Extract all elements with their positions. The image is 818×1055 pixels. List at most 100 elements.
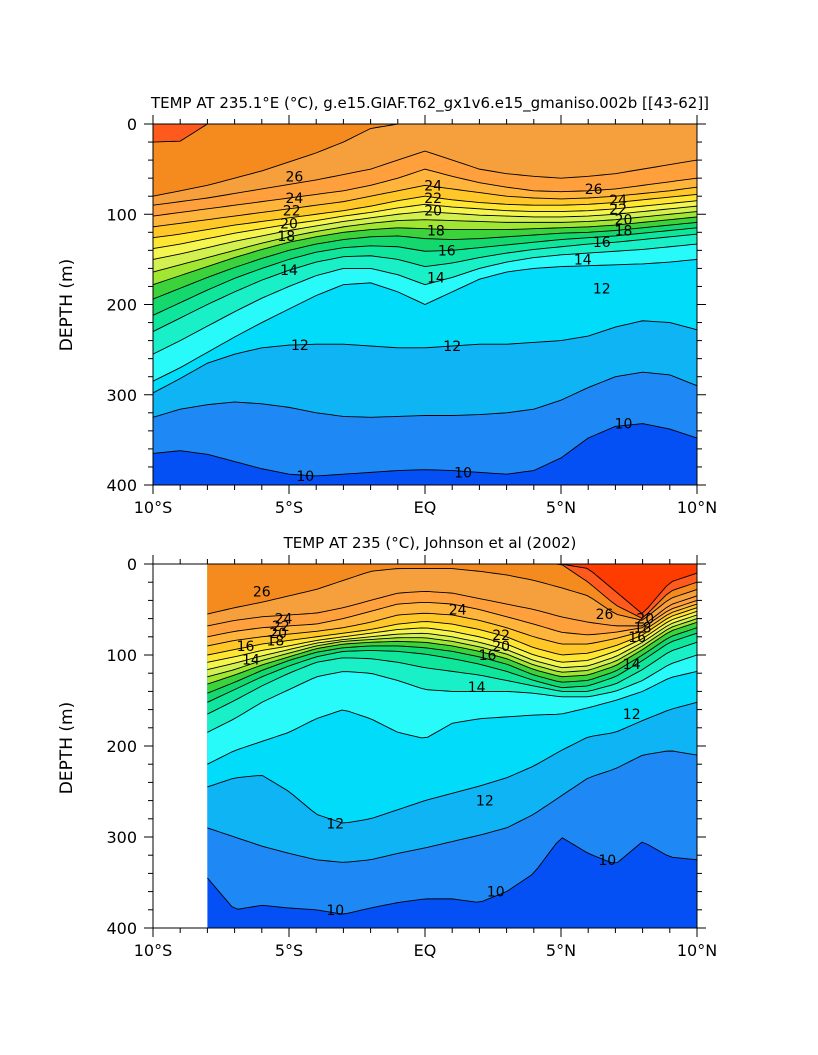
y-tick-label: 100 [106, 205, 137, 224]
contour-label: 26 [286, 169, 304, 185]
isotherm-line [207, 618, 698, 678]
contour-label: 12 [326, 816, 344, 832]
y-tick-label: 400 [106, 476, 137, 495]
contour-label: 22 [609, 202, 627, 218]
x-tick-label: EQ [414, 498, 437, 517]
contour-label: 14 [468, 680, 486, 696]
contour-label: 10 [598, 853, 616, 869]
contour-label: 24 [275, 612, 293, 628]
isotherm-line [152, 200, 698, 249]
isotherm-line [207, 641, 698, 715]
isotherm-line [152, 243, 698, 355]
contour-label: 10 [326, 903, 344, 919]
contour-label: 26 [585, 182, 603, 198]
isotherm-line [152, 150, 698, 206]
isotherm-line [207, 654, 698, 733]
contour-label: 18 [615, 223, 633, 239]
panel-model-plot: 2624222018141210242220181614121026242220… [106, 115, 717, 517]
isotherm-line [207, 837, 698, 915]
contour-label: 16 [628, 630, 646, 646]
contour-label: 24 [424, 178, 442, 194]
y-tick-label: 0 [127, 555, 137, 574]
isotherm-line [152, 205, 698, 260]
contour-label: 22 [424, 191, 442, 207]
contour-label: 12 [593, 281, 611, 297]
temperature-band-fill [153, 124, 697, 197]
isotherm-line [152, 168, 698, 217]
panel-observations: TEMP AT 235 (°C), Johnson et al (2002) D… [57, 534, 717, 960]
contour-label: 18 [277, 229, 295, 245]
isotherm-line [152, 371, 698, 418]
contour-label: 10 [615, 417, 633, 433]
contour-label: 14 [280, 263, 298, 279]
isotherm-line [207, 701, 698, 824]
contour-label: 18 [634, 621, 652, 637]
contour-label: 20 [492, 639, 510, 655]
contour-label: 20 [269, 626, 287, 642]
y-tick-label: 300 [106, 828, 137, 847]
contour-label: 16 [593, 235, 611, 251]
isotherm-line [152, 193, 698, 239]
isotherm-line [207, 599, 698, 638]
x-tick-label: 10°S [134, 941, 173, 960]
y-tick-label: 300 [106, 386, 137, 405]
y-tick-label: 0 [127, 115, 137, 134]
x-tick-label: 5°S [275, 941, 303, 960]
y-tick-label: 200 [106, 737, 137, 756]
contour-label: 10 [296, 469, 314, 485]
contour-label: 16 [438, 243, 456, 259]
contour-label: 24 [286, 191, 304, 207]
contour-label: 18 [266, 633, 284, 649]
isotherm-line [152, 320, 698, 394]
isotherm-line [207, 591, 698, 627]
x-tick-label: 5°N [546, 498, 576, 517]
temperature-band-fill [207, 564, 697, 621]
panel-model: TEMP AT 235.1°E (°C), g.e15.GIAF.T62_gx1… [57, 94, 717, 517]
isotherm-line [152, 258, 698, 382]
isotherm-line [207, 568, 698, 621]
isotherm-line [152, 227, 698, 316]
x-tick-label: 5°S [275, 498, 303, 517]
contour-label: 10 [454, 465, 472, 481]
isotherm-line [207, 670, 698, 765]
isotherm-line [152, 216, 698, 286]
x-tick-label: EQ [414, 941, 437, 960]
y-tick-label: 100 [106, 646, 137, 665]
contour-label: 12 [623, 707, 641, 723]
isotherm-line [207, 607, 698, 656]
isotherm-line [207, 603, 698, 647]
contour-label: 22 [272, 619, 290, 635]
contour-label: 14 [427, 270, 445, 286]
x-tick-label: 10°S [134, 498, 173, 517]
isotherm-line [207, 627, 698, 694]
contour-label: 14 [574, 252, 592, 268]
y-tick-label: 200 [106, 296, 137, 315]
panel-model-title: TEMP AT 235.1°E (°C), g.e15.GIAF.T62_gx1… [150, 94, 709, 113]
contour-label: 20 [424, 204, 442, 220]
x-tick-label: 5°N [546, 941, 576, 960]
contour-label: 20 [280, 216, 298, 232]
contour-label: 18 [427, 223, 445, 239]
isotherm-line [152, 221, 698, 300]
contour-label: 24 [449, 603, 467, 619]
contour-label: 26 [596, 607, 614, 623]
contour-label: 20 [615, 213, 633, 229]
isotherm-line [152, 233, 698, 332]
isotherm-line [207, 614, 698, 670]
x-tick-label: 10°N [677, 941, 717, 960]
contour-label: 14 [623, 657, 641, 673]
y-tick-label: 400 [106, 919, 137, 938]
contour-label: 12 [443, 339, 461, 355]
panel-model-y-axis-label: DEPTH (m) [57, 259, 77, 351]
isotherm-line [152, 423, 698, 477]
contour-label: 12 [291, 338, 309, 354]
isotherm-line [152, 184, 698, 228]
contour-label: 22 [283, 204, 301, 220]
contour-label: 12 [476, 794, 494, 810]
isotherm-line [207, 621, 698, 685]
contour-label: 26 [253, 584, 271, 600]
isotherm-line [207, 750, 698, 863]
panel-observations-title: TEMP AT 235 (°C), Johnson et al (2002) [283, 534, 577, 552]
